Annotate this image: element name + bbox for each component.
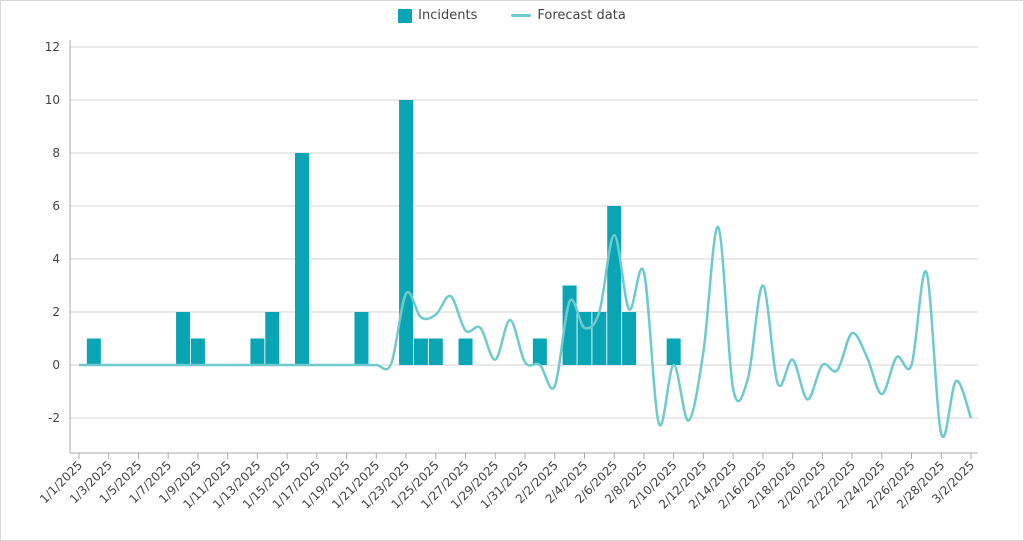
incident-bar xyxy=(532,338,547,365)
y-tick-label: 8 xyxy=(52,146,60,160)
legend-swatch-bar xyxy=(398,8,413,23)
incident-bar xyxy=(562,285,577,365)
y-tick-label: 4 xyxy=(52,252,60,266)
incident-bar xyxy=(176,312,191,365)
y-tick-label: 6 xyxy=(52,199,60,213)
y-tick-label: 12 xyxy=(45,40,60,54)
y-tick-label: -2 xyxy=(48,411,60,425)
incident-bar xyxy=(250,338,265,365)
incident-bar xyxy=(607,206,622,365)
incident-bar xyxy=(622,312,637,365)
legend-swatch-line xyxy=(511,14,532,17)
incident-bar xyxy=(592,312,607,365)
incident-bar xyxy=(399,100,414,365)
legend-label: Incidents xyxy=(418,8,478,23)
incident-bar xyxy=(190,338,205,365)
forecast-line xyxy=(79,225,973,439)
y-tick-label: 10 xyxy=(45,93,60,107)
legend-item-forecast[interactable]: Forecast data xyxy=(511,8,626,23)
legend-item-incidents[interactable]: Incidents xyxy=(398,8,477,23)
incident-bar xyxy=(428,338,443,365)
incident-bar xyxy=(265,312,280,365)
legend-label: Forecast data xyxy=(537,8,626,23)
y-tick-label: 0 xyxy=(52,358,60,372)
incident-bar xyxy=(295,153,309,365)
incident-bar xyxy=(666,338,681,365)
incident-bar xyxy=(458,338,473,365)
incident-bar xyxy=(577,312,592,365)
incident-bar xyxy=(354,312,369,365)
y-tick-label: 2 xyxy=(52,305,60,319)
incident-bar xyxy=(86,338,101,365)
legend: Incidents Forecast data xyxy=(0,8,1024,23)
incident-bar xyxy=(413,338,428,365)
